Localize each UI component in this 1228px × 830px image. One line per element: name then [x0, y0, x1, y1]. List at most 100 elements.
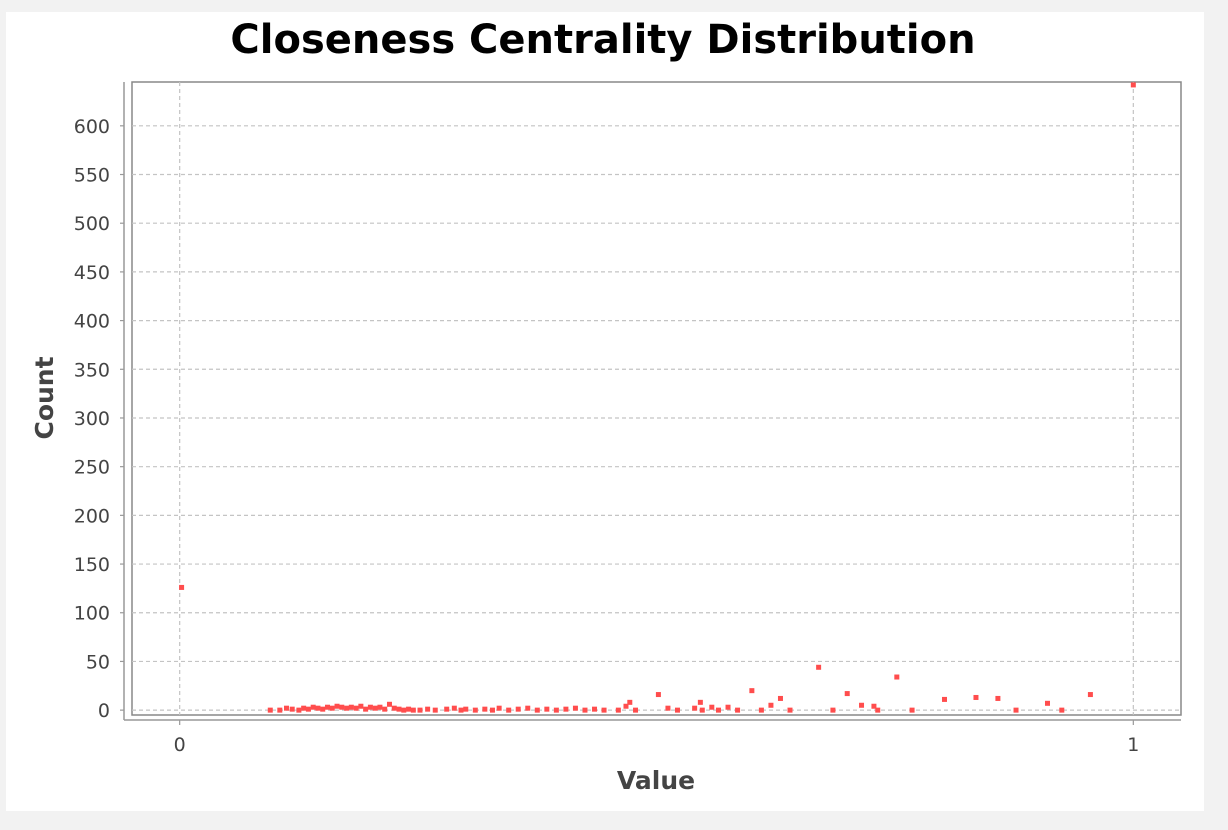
- data-point: [697, 699, 703, 705]
- data-point: [777, 695, 783, 701]
- y-tick-label: 600: [74, 116, 110, 138]
- data-point: [859, 702, 865, 708]
- data-point: [506, 707, 512, 713]
- data-point: [386, 701, 392, 707]
- y-tick-label: 500: [74, 213, 110, 235]
- data-point: [787, 707, 793, 713]
- y-tick-label: 200: [74, 505, 110, 527]
- data-point: [372, 705, 378, 711]
- data-point: [401, 707, 407, 713]
- data-point: [482, 706, 488, 712]
- data-point: [544, 706, 550, 712]
- data-point: [367, 704, 373, 710]
- data-point: [277, 707, 283, 713]
- data-point: [329, 705, 335, 711]
- data-point: [995, 695, 1001, 701]
- data-point: [1059, 707, 1065, 713]
- y-tick-label: 50: [86, 651, 110, 673]
- data-point: [451, 705, 457, 711]
- data-point: [655, 692, 661, 698]
- data-point: [715, 707, 721, 713]
- data-point: [489, 707, 495, 713]
- data-point: [674, 707, 680, 713]
- data-point: [320, 706, 326, 712]
- data-point: [941, 696, 947, 702]
- data-point: [1130, 82, 1136, 88]
- data-point: [179, 584, 185, 590]
- data-point: [463, 706, 469, 712]
- data-point: [871, 703, 877, 709]
- data-point: [572, 705, 578, 711]
- y-tick-label: 0: [98, 700, 110, 722]
- data-point: [1087, 692, 1093, 698]
- data-point: [623, 703, 629, 709]
- y-tick-label: 250: [74, 457, 110, 479]
- data-point: [615, 707, 621, 713]
- data-point: [353, 705, 359, 711]
- data-point: [1044, 700, 1050, 706]
- data-point: [496, 705, 502, 711]
- data-point: [725, 704, 731, 710]
- data-point: [377, 704, 383, 710]
- data-point: [830, 707, 836, 713]
- data-point: [363, 706, 369, 712]
- y-tick-label: 350: [74, 359, 110, 381]
- y-tick-label: 300: [74, 408, 110, 430]
- data-point: [894, 674, 900, 680]
- data-point: [391, 705, 397, 711]
- data-point: [301, 705, 307, 711]
- x-axis-label: Value: [617, 766, 695, 795]
- y-tick-label: 150: [74, 554, 110, 576]
- data-point: [267, 707, 273, 713]
- x-tick-label: 1: [1127, 734, 1139, 756]
- data-point: [534, 707, 540, 713]
- data-point: [410, 707, 416, 713]
- data-point: [339, 704, 345, 710]
- data-points: [179, 82, 1136, 713]
- data-point: [665, 705, 671, 711]
- y-axis-label: Count: [30, 356, 59, 439]
- data-point: [358, 703, 364, 709]
- data-point: [425, 706, 431, 712]
- data-point: [973, 694, 979, 700]
- y-tick-label: 450: [74, 262, 110, 284]
- data-point: [563, 706, 569, 712]
- data-point: [417, 707, 423, 713]
- y-axis-ticks: 0 50 100 150 200 250 300 350 400 450 500 550 600: [74, 116, 124, 722]
- y-tick-label: 400: [74, 311, 110, 333]
- data-point: [1013, 707, 1019, 713]
- data-point: [310, 704, 316, 710]
- data-point: [472, 707, 478, 713]
- data-point: [315, 705, 321, 711]
- y-tick-label: 550: [74, 165, 110, 187]
- data-point: [324, 704, 330, 710]
- data-point: [735, 707, 741, 713]
- data-point: [816, 664, 822, 670]
- data-point: [296, 707, 302, 713]
- data-point: [344, 705, 350, 711]
- data-point: [432, 707, 438, 713]
- data-point: [875, 707, 881, 713]
- y-tick-label: 100: [74, 603, 110, 625]
- data-point: [458, 707, 464, 713]
- x-tick-label: 0: [174, 734, 186, 756]
- data-point: [758, 707, 764, 713]
- data-point: [601, 707, 607, 713]
- data-point: [709, 704, 715, 710]
- data-point: [382, 706, 388, 712]
- data-point: [844, 691, 850, 697]
- data-point: [334, 703, 340, 709]
- plot-area: [131, 81, 1182, 716]
- data-point: [909, 707, 915, 713]
- data-point: [553, 707, 559, 713]
- data-point: [582, 707, 588, 713]
- data-point: [592, 706, 598, 712]
- data-point: [406, 706, 412, 712]
- data-point: [633, 707, 639, 713]
- data-point: [283, 705, 289, 711]
- grid-lines: [132, 82, 1181, 715]
- data-point: [525, 705, 531, 711]
- data-point: [749, 688, 755, 694]
